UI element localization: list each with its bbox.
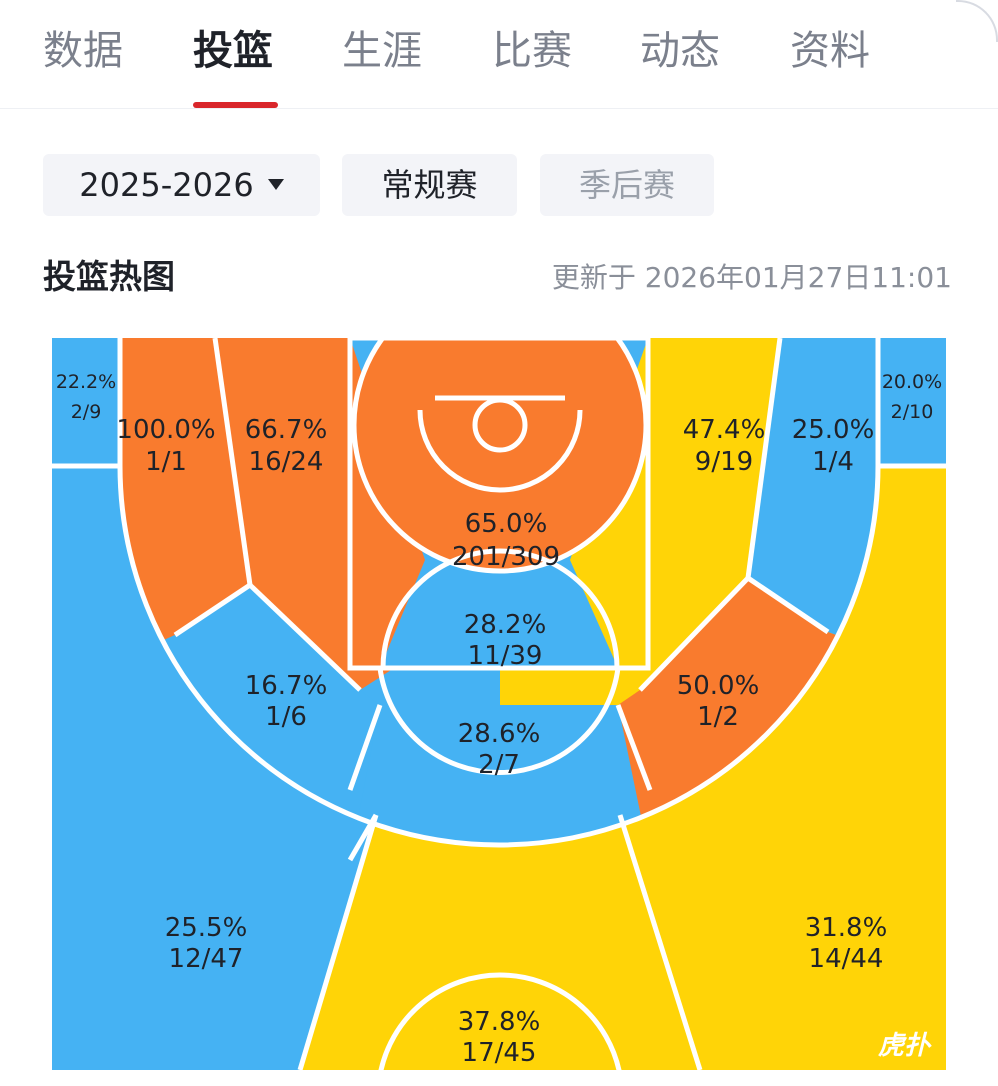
zone-label: 16/24 xyxy=(249,447,324,477)
zone-label: 100.0% xyxy=(116,415,215,445)
tab-data[interactable]: 数据 xyxy=(43,28,123,74)
zone-labels: 22.2% 2/9 100.0% 1/1 66.7% 16/24 65.0% 2… xyxy=(56,371,942,1068)
zone-label: 28.6% xyxy=(458,719,541,749)
zone-label: 16.7% xyxy=(245,671,328,701)
zone-restricted-area[interactable] xyxy=(354,279,646,571)
tab-news[interactable]: 动态 xyxy=(640,28,720,74)
zone-label: 17/45 xyxy=(462,1038,537,1068)
zone-right-corner-three[interactable] xyxy=(878,338,946,466)
zone-label: 66.7% xyxy=(245,415,328,445)
playoff-button[interactable]: 季后赛 xyxy=(540,154,714,216)
zone-label: 65.0% xyxy=(465,509,548,539)
zone-label: 11/39 xyxy=(468,641,543,671)
tab-career[interactable]: 生涯 xyxy=(342,28,422,74)
zone-label: 2/9 xyxy=(71,401,102,423)
zone-label: 1/6 xyxy=(265,702,307,732)
zone-label: 2/10 xyxy=(891,401,934,423)
caret-down-icon xyxy=(267,178,284,190)
zone-label: 9/19 xyxy=(695,447,753,477)
tab-profile[interactable]: 资料 xyxy=(790,28,870,74)
zone-label: 1/2 xyxy=(697,702,739,732)
zone-label: 201/309 xyxy=(452,542,560,572)
zone-label: 1/4 xyxy=(812,447,854,477)
season-select-value: 2025-2026 xyxy=(79,166,254,204)
zone-label: 2/7 xyxy=(478,750,520,780)
zone-label: 25.0% xyxy=(792,415,875,445)
zone-label: 47.4% xyxy=(683,415,766,445)
heatmap-title: 投篮热图 xyxy=(43,257,175,296)
zone-top-key-three[interactable] xyxy=(300,815,700,1070)
zone-label: 12/47 xyxy=(169,944,244,974)
zone-label: 20.0% xyxy=(882,371,942,393)
zone-right-baseline-mid[interactable] xyxy=(748,338,878,650)
zone-label: 14/44 xyxy=(809,944,884,974)
zone-label: 37.8% xyxy=(458,1007,541,1037)
tab-games[interactable]: 比赛 xyxy=(492,28,572,74)
zone-label: 50.0% xyxy=(677,671,760,701)
regular-season-button[interactable]: 常规赛 xyxy=(342,154,517,216)
zone-label: 28.2% xyxy=(464,610,547,640)
zone-label: 25.5% xyxy=(165,913,248,943)
hupu-watermark: 虎扑 xyxy=(878,1031,932,1061)
tab-bar: 数据 投篮 生涯 比赛 动态 资料 xyxy=(0,0,998,109)
zone-label: 31.8% xyxy=(805,913,888,943)
update-time: 更新于 2026年01月27日11:01 xyxy=(551,261,952,294)
active-tab-indicator xyxy=(193,102,278,108)
zone-left-corner-three[interactable] xyxy=(52,338,120,466)
zone-label: 1/1 xyxy=(145,447,187,477)
court-lines xyxy=(52,338,946,1070)
zone-label: 22.2% xyxy=(56,371,116,393)
zone-left-baseline-mid[interactable] xyxy=(120,338,250,660)
season-select[interactable]: 2025-2026 xyxy=(43,154,320,216)
tab-shooting[interactable]: 投篮 xyxy=(193,28,273,74)
